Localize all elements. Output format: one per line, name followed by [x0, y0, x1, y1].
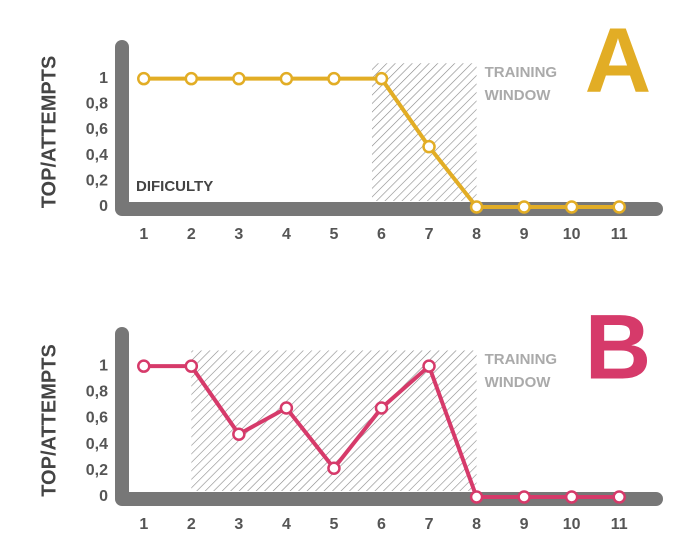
- data-point: [612, 490, 626, 504]
- data-point: [612, 200, 626, 214]
- data-point: [184, 359, 199, 373]
- y-tick-label: 0,2: [86, 462, 108, 479]
- data-point: [232, 71, 246, 86]
- data-point: [137, 359, 151, 373]
- y-tick-label: 0,2: [86, 173, 108, 190]
- data-point: [564, 490, 579, 504]
- data-point: [327, 461, 341, 475]
- data-point: [517, 490, 531, 504]
- x-tick-label: 9: [520, 226, 529, 243]
- data-point: [374, 71, 389, 86]
- data-point: [564, 200, 579, 214]
- training-window: [371, 63, 477, 202]
- y-tick-label: 1: [99, 357, 108, 374]
- y-tick-label: 0,4: [86, 147, 108, 164]
- y-tick-label: 0: [99, 488, 108, 505]
- data-point: [469, 490, 484, 504]
- x-tick-label: 6: [377, 226, 386, 243]
- y-tick-label: 0,6: [86, 410, 108, 427]
- data-point: [184, 71, 199, 86]
- x-tick-label: 11: [611, 226, 628, 243]
- x-tick-label: 8: [472, 226, 481, 243]
- x-tick-label: 5: [329, 516, 338, 533]
- annotation: TRAINING WINDOW: [484, 64, 558, 105]
- x-tick-label: 7: [425, 516, 434, 533]
- x-tick-label: 7: [425, 226, 434, 243]
- annotation: TRAINING WINDOW: [484, 351, 558, 392]
- data-point: [137, 71, 151, 86]
- data-point: [279, 401, 294, 415]
- data-point: [374, 401, 389, 415]
- x-tick-label: 2: [187, 226, 196, 243]
- x-tick-label: 1: [139, 516, 148, 533]
- data-point: [232, 427, 246, 441]
- x-tick-label: 9: [520, 516, 529, 533]
- data-point: [279, 71, 294, 86]
- x-tick-label: 2: [187, 516, 196, 533]
- y-tick-label: 1: [99, 70, 108, 87]
- panel-label: B: [585, 296, 651, 398]
- y-tick-label: 0,6: [86, 121, 108, 138]
- x-tick-label: 6: [377, 516, 386, 533]
- y-tick-label: 0: [99, 198, 108, 215]
- x-tick-label: 10: [563, 226, 581, 243]
- y-axis-title: TOP/ATTEMPTS: [38, 344, 60, 497]
- x-tick-label: 1: [139, 226, 148, 243]
- x-tick-label: 5: [329, 226, 338, 243]
- x-tick-label: 8: [472, 516, 481, 533]
- y-tick-label: 0,4: [86, 436, 108, 453]
- data-point: [469, 200, 484, 214]
- x-axis-title: DIFICULTY: [136, 178, 213, 195]
- x-tick-label: 3: [234, 226, 243, 243]
- x-tick-label: 3: [234, 516, 243, 533]
- data-point: [517, 200, 531, 214]
- data-point: [422, 139, 436, 154]
- x-tick-label: 4: [282, 226, 291, 243]
- x-tick-label: 4: [282, 516, 291, 533]
- x-tick-label: 10: [563, 516, 581, 533]
- panel-label: A: [585, 9, 651, 111]
- x-tick-label: 11: [611, 516, 628, 533]
- y-tick-label: 0,8: [86, 96, 108, 113]
- y-tick-label: 0,8: [86, 384, 108, 401]
- data-point: [327, 71, 341, 86]
- data-point: [422, 359, 436, 373]
- y-axis-title: TOP/ATTEMPTS: [38, 56, 60, 209]
